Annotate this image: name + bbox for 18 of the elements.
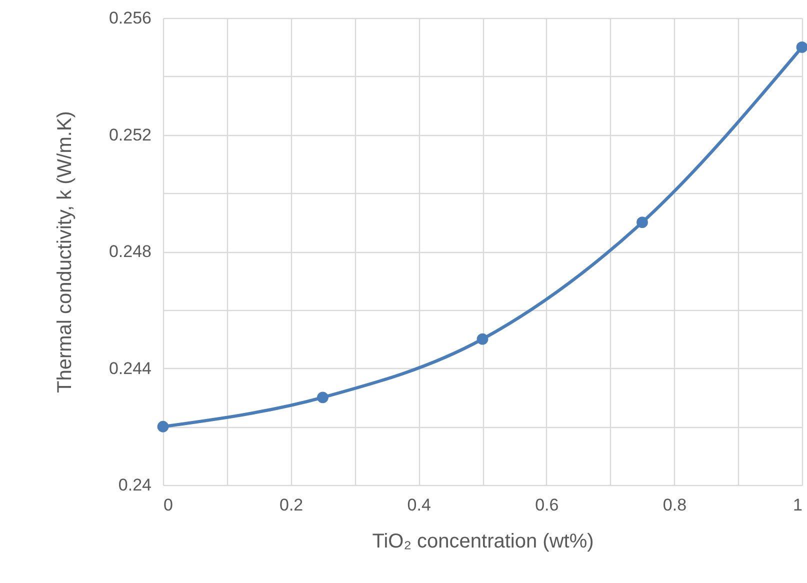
- y-tick-label: 0.256: [108, 8, 152, 28]
- x-tick-label: 0.8: [662, 496, 687, 514]
- point: [317, 392, 328, 404]
- y-tick-label: 0.248: [108, 242, 152, 261]
- x-tick-label: 0.6: [535, 496, 559, 514]
- x-tick-label: 0.2: [279, 496, 304, 514]
- y-tick-label: 0.244: [108, 358, 152, 378]
- x-tick-label: 1: [793, 496, 802, 514]
- x-tick-label: 0.4: [407, 496, 431, 514]
- y-axis-title: Thermal conductivity, k (W/m.K): [54, 111, 76, 393]
- point: [796, 42, 807, 53]
- x-tick-label: 0: [164, 496, 173, 514]
- point: [636, 216, 648, 228]
- y-tick-label: 0.24: [118, 476, 152, 494]
- point: [157, 420, 169, 432]
- point: [476, 333, 488, 345]
- y-tick-label: 0.252: [108, 125, 152, 144]
- x-axis-title: TiO₂ concentration (wt%): [372, 530, 594, 552]
